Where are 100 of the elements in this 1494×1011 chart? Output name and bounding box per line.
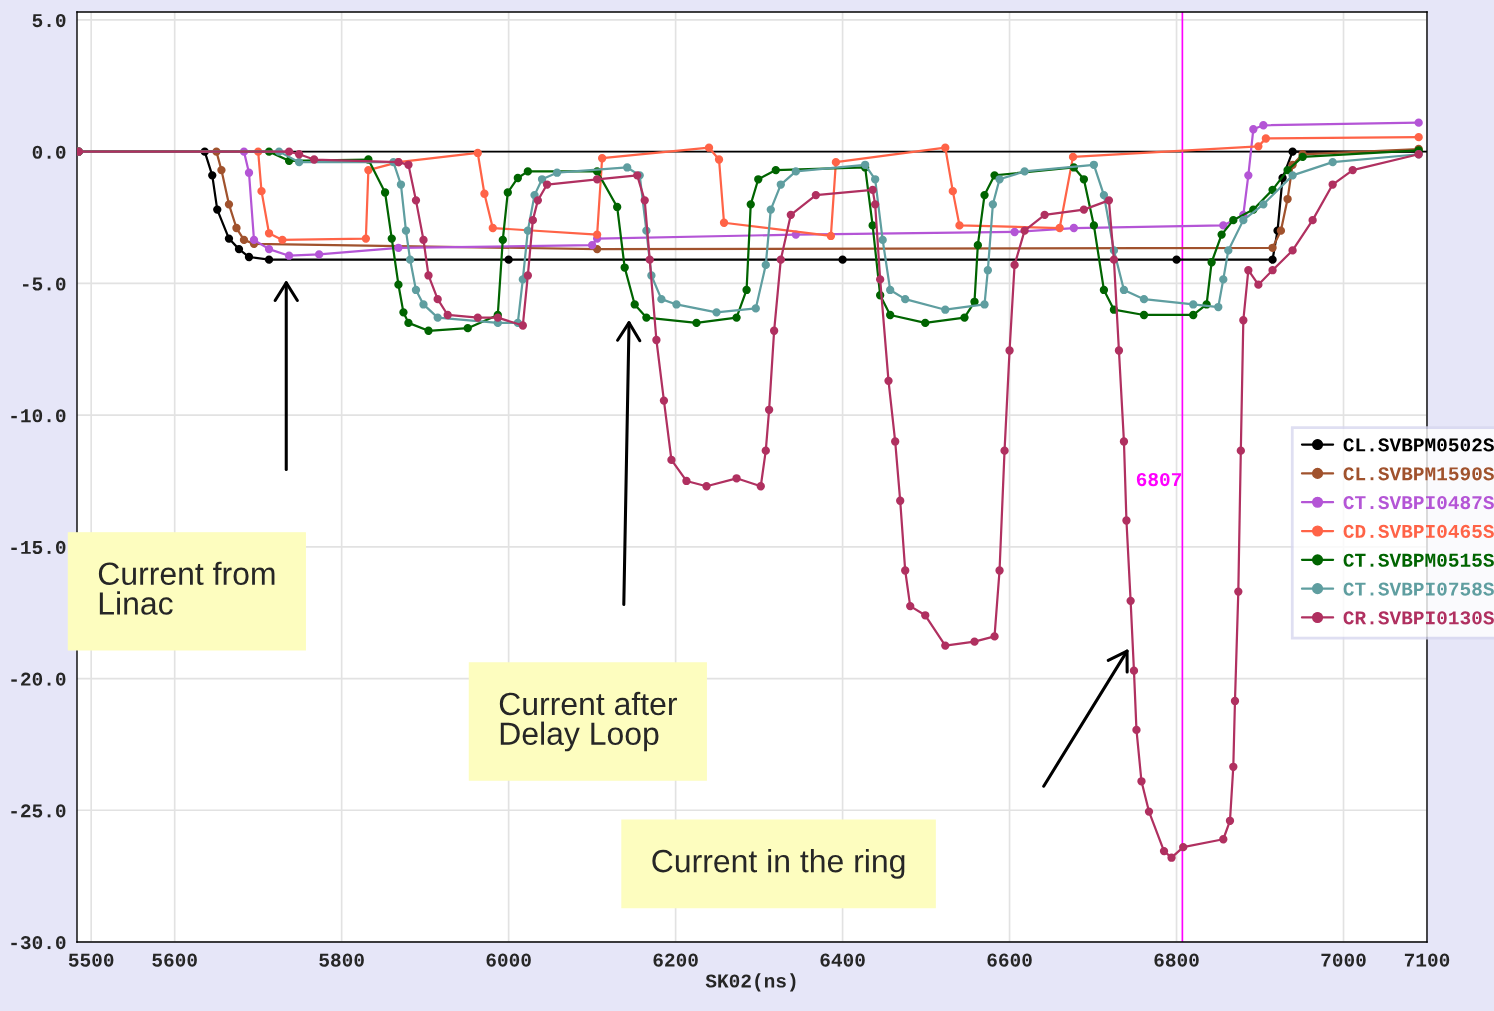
point	[396, 180, 406, 189]
point	[838, 255, 847, 264]
point	[1189, 300, 1198, 309]
point	[1414, 132, 1423, 142]
point	[1261, 134, 1271, 143]
point	[587, 240, 597, 250]
point	[960, 313, 969, 322]
point	[983, 266, 993, 275]
point	[213, 205, 222, 214]
point	[1414, 118, 1423, 127]
point	[463, 323, 472, 333]
point	[766, 205, 775, 214]
point	[901, 295, 910, 304]
x-tick-label: 7100	[1404, 953, 1450, 967]
point	[1069, 223, 1079, 233]
point	[394, 243, 403, 252]
point	[1207, 258, 1216, 267]
point	[1259, 121, 1268, 130]
point	[394, 280, 403, 289]
point	[364, 165, 373, 175]
point	[776, 180, 785, 189]
point	[1139, 295, 1149, 304]
point	[552, 168, 562, 177]
point	[995, 175, 1004, 184]
point	[826, 231, 836, 241]
point	[244, 252, 254, 262]
x-tick-label: 6200	[653, 953, 698, 967]
point	[1249, 125, 1258, 134]
annotation: Current from Linac	[98, 561, 275, 615]
point	[433, 313, 442, 322]
x-tick-label: 5800	[319, 953, 364, 967]
point	[732, 313, 741, 322]
point	[278, 235, 287, 245]
point	[1268, 243, 1277, 252]
point	[244, 168, 254, 177]
x-tick-label: 5500	[68, 953, 114, 967]
point	[921, 318, 930, 328]
point	[1010, 227, 1019, 237]
point	[401, 226, 411, 235]
point	[264, 229, 274, 238]
point	[419, 300, 428, 309]
point	[754, 175, 763, 184]
point	[1288, 171, 1297, 180]
point	[980, 190, 989, 200]
point	[878, 235, 887, 245]
point	[719, 218, 729, 227]
point	[264, 244, 274, 254]
point	[239, 235, 249, 245]
point	[234, 244, 244, 254]
x-tick-label: 6400	[820, 953, 865, 967]
legend-label: CT.SVBPI0487S	[1343, 496, 1494, 510]
point	[657, 295, 666, 304]
point	[791, 167, 800, 176]
x-tick-label: 5600	[152, 953, 197, 967]
point	[1224, 246, 1233, 255]
point	[1219, 221, 1228, 230]
point	[742, 285, 751, 295]
point	[714, 155, 724, 164]
point	[537, 175, 547, 184]
point	[404, 318, 413, 328]
point	[1020, 167, 1029, 176]
point	[623, 163, 632, 172]
point	[1214, 302, 1223, 312]
point	[217, 165, 226, 175]
legend-label: CR.SVBPI0130S	[1343, 611, 1494, 625]
legend-label: CL.SVBPM0502S	[1343, 438, 1494, 452]
point	[503, 188, 512, 197]
point	[761, 260, 770, 270]
point	[1189, 310, 1198, 320]
point	[387, 234, 396, 243]
point	[249, 235, 259, 245]
point	[380, 188, 390, 197]
point	[1055, 223, 1064, 233]
point	[941, 143, 950, 152]
ref-line-label: 6807	[1136, 472, 1182, 487]
annotation: Current in the ring	[652, 848, 905, 879]
y-tick-label: -15.0	[11, 540, 66, 555]
y-tick-label: 5.0	[32, 13, 66, 28]
point	[1288, 147, 1297, 156]
point	[1099, 285, 1109, 295]
point	[613, 202, 622, 212]
point	[224, 234, 234, 243]
point	[405, 255, 415, 264]
point	[488, 223, 497, 233]
point	[642, 313, 651, 322]
point	[704, 143, 714, 152]
point	[513, 173, 522, 183]
point	[1079, 175, 1089, 184]
point	[264, 255, 274, 264]
point	[1089, 160, 1099, 169]
legend-label: CL.SVBPM1590S	[1343, 467, 1494, 481]
point	[692, 318, 701, 328]
point	[523, 167, 532, 176]
point	[424, 326, 433, 335]
y-tick-label: -25.0	[11, 804, 66, 818]
point	[314, 250, 324, 259]
point	[941, 305, 950, 314]
point	[1229, 215, 1238, 225]
point	[955, 221, 964, 230]
legend-label: CD.SVBPI0465S	[1343, 524, 1494, 539]
